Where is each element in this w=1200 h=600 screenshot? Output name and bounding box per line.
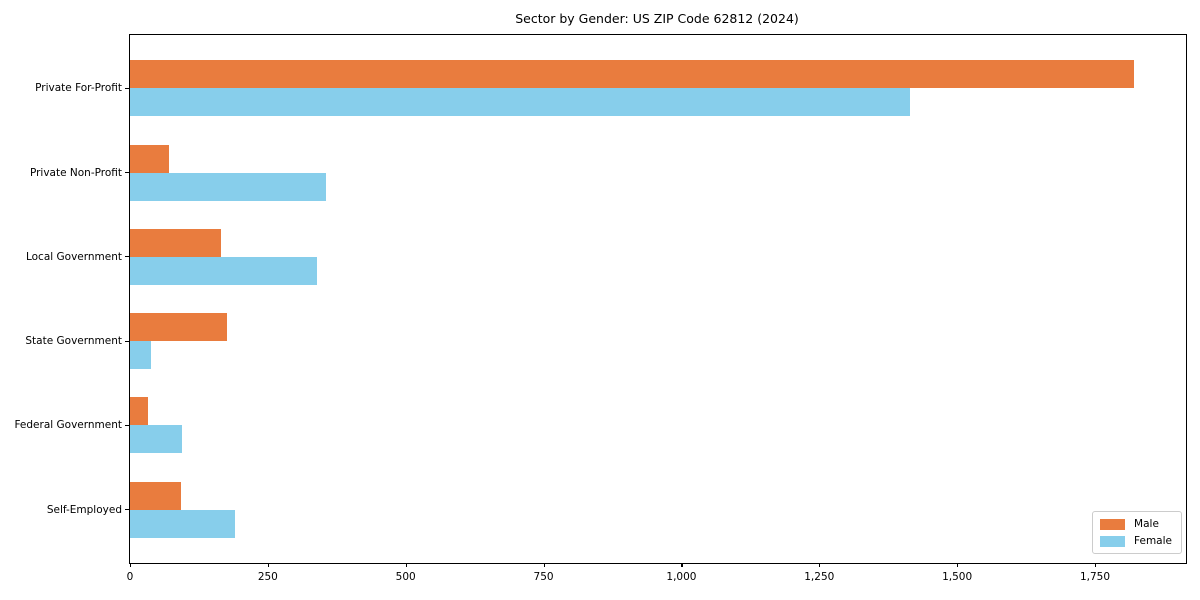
legend-label-male: Male [1134,518,1159,530]
bar-male-self-employed [130,481,181,510]
chart-title: Sector by Gender: US ZIP Code 62812 (202… [515,11,799,26]
y-tick-private-for-profit [125,87,129,89]
y-axis-label-local-government: Local Government [25,250,122,263]
x-tick-1,750 [1095,563,1097,567]
x-axis-label-250: 250 [257,571,278,583]
bar-female-private-for-profit [130,88,911,117]
bar-female-private-non-profit [130,172,326,201]
x-axis-label-750: 750 [533,571,554,583]
x-tick-1,000 [681,563,683,567]
y-tick-state-government [125,340,129,342]
bar-male-local-government [130,228,221,257]
bar-male-state-government [130,313,227,342]
bar-male-private-for-profit [130,60,1134,89]
x-axis-label-1,500: 1,500 [942,571,973,583]
x-tick-0 [130,563,132,567]
x-tick-500 [405,563,407,567]
legend: Male Female [1092,511,1182,554]
y-axis-label-state-government: State Government [25,335,122,348]
bar-male-private-non-profit [130,144,169,173]
y-tick-local-government [125,256,129,258]
bar-female-self-employed [130,509,235,538]
x-axis-label-1,250: 1,250 [804,571,835,583]
female-swatch-icon [1100,535,1126,547]
bar-female-federal-government [130,425,183,454]
male-swatch-icon [1100,518,1126,530]
bar-female-local-government [130,256,318,285]
legend-label-female: Female [1134,535,1172,547]
y-axis-label-private-for-profit: Private For-Profit [35,82,122,95]
x-axis-label-1,750: 1,750 [1079,571,1111,583]
y-tick-self-employed [125,509,129,511]
y-tick-federal-government [125,424,129,427]
y-axis-label-private-non-profit: Private Non-Profit [29,166,122,179]
y-tick-private-non-profit [125,172,129,174]
y-axis-label-federal-government: Federal Government [14,419,122,432]
y-axis-label-self-employed: Self-Employed [46,503,122,516]
x-tick-750 [543,563,545,567]
legend-item-female: Female [1100,535,1172,547]
bar-female-state-government [130,341,151,370]
plot-area: Male Female Private For-Profit Private No… [14,34,1187,583]
x-axis-label-0: 0 [126,571,134,583]
x-axis-label-1,000: 1,000 [666,571,697,583]
bar-male-federal-government [130,397,149,426]
x-axis-label-500: 500 [395,571,416,583]
legend-item-male: Male [1100,518,1172,530]
x-tick-250 [267,563,270,567]
x-tick-1,500 [957,563,959,567]
x-tick-1,250 [819,563,821,567]
